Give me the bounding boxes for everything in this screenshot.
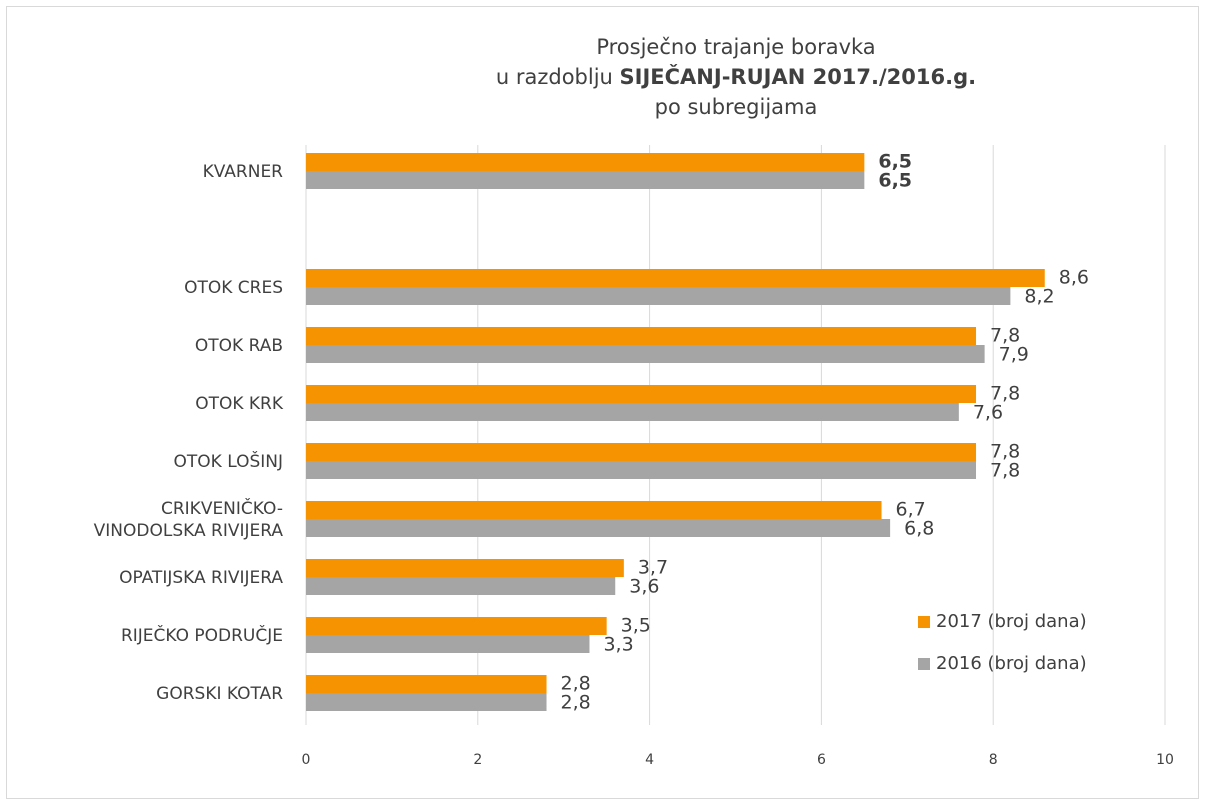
data-label: 6,5 [878, 151, 912, 173]
x-tick-label: 10 [1156, 752, 1174, 768]
data-label: 3,3 [603, 634, 633, 656]
data-label: 7,8 [990, 383, 1020, 405]
data-label: 6,7 [896, 499, 926, 521]
y-tick-label: OTOK CRES [184, 278, 283, 298]
data-label: 7,6 [973, 402, 1003, 424]
bar [306, 675, 547, 693]
data-label: 8,2 [1024, 286, 1054, 308]
bar [306, 171, 865, 189]
bar [306, 269, 1045, 287]
legend-swatch [918, 658, 930, 670]
bar [306, 693, 547, 711]
data-label: 7,8 [990, 441, 1020, 463]
legend-label: 2017 (broj dana) [936, 611, 1087, 632]
data-label: 3,7 [638, 557, 668, 579]
chart-title: po subregijama [655, 95, 818, 119]
bar [306, 635, 590, 653]
y-tick-label: OTOK RAB [194, 336, 283, 356]
bar [306, 287, 1011, 305]
legend-label: 2016 (broj dana) [936, 653, 1087, 674]
y-tick-label: KVARNER [202, 162, 283, 182]
y-tick-label: OPATIJSKA RIVIJERA [119, 568, 283, 588]
chart-title: u razdoblju SIJEČANJ-RUJAN 2017./2016.g. [496, 64, 976, 89]
bar [306, 519, 891, 537]
title-bold: SIJEČANJ-RUJAN 2017./2016.g. [620, 64, 977, 89]
data-label: 8,6 [1059, 267, 1089, 289]
x-tick-label: 4 [645, 752, 654, 768]
x-tick-label: 6 [817, 752, 826, 768]
bar [306, 461, 977, 479]
title-part: u razdoblju [496, 65, 613, 89]
data-label: 7,9 [999, 344, 1029, 366]
legend-swatch [918, 616, 930, 628]
data-label: 7,8 [990, 460, 1020, 482]
data-label: 3,5 [621, 615, 651, 637]
bar [306, 345, 985, 363]
data-label: 2,8 [561, 692, 591, 714]
data-label: 7,8 [990, 325, 1020, 347]
y-tick-label: OTOK LOŠINJ [173, 452, 283, 472]
data-label: 3,6 [629, 576, 659, 598]
bar [306, 617, 607, 635]
bar [306, 577, 616, 595]
y-tick-label: RIJEČKO PODRUČJE [120, 626, 283, 646]
y-tick-label: OTOK KRK [195, 394, 283, 414]
bar [306, 559, 624, 577]
x-tick-label: 8 [989, 752, 998, 768]
data-label: 6,8 [904, 518, 934, 540]
bar [306, 153, 865, 171]
y-tick-label: CRIKVENIČKO- VINODOLSKA RIVIJERA [93, 499, 283, 541]
bar [306, 443, 977, 461]
data-label: 2,8 [561, 673, 591, 695]
x-tick-label: 0 [302, 752, 311, 768]
chart-title: Prosječno trajanje boravka [596, 35, 875, 59]
data-label: 6,5 [878, 170, 912, 192]
x-tick-label: 2 [473, 752, 482, 768]
bar [306, 501, 882, 519]
bar [306, 327, 977, 345]
bar [306, 385, 977, 403]
y-tick-label: GORSKI KOTAR [156, 684, 283, 704]
bar [306, 403, 959, 421]
